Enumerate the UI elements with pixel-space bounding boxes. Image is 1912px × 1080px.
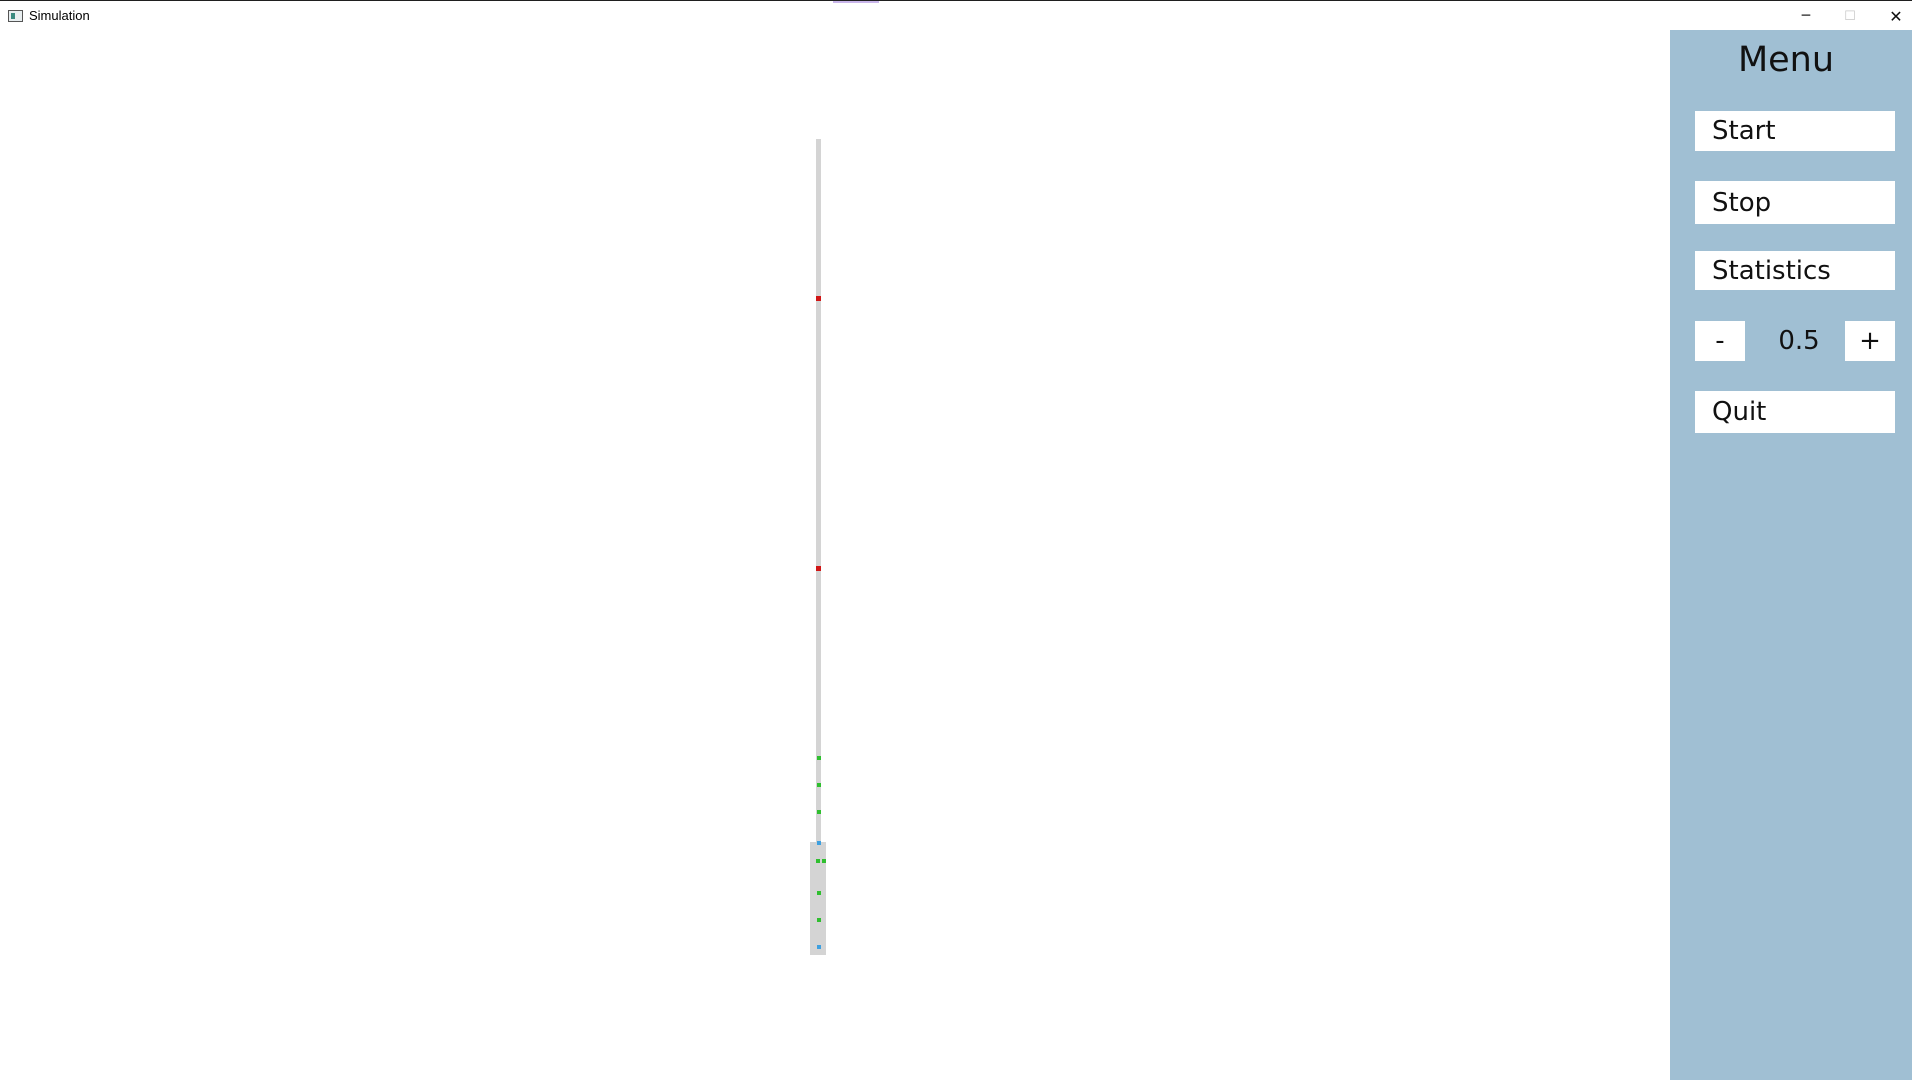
menu-title: Menu [1737,40,1835,80]
agent-green [817,810,821,814]
quit-button[interactable]: Quit [1695,391,1895,433]
decrease-speed-button[interactable]: - [1695,321,1745,361]
agent-blue [817,945,821,949]
simulation-track [816,139,821,842]
maximize-icon: ☐ [1844,8,1856,24]
agent-green [817,918,821,922]
increase-speed-button[interactable]: + [1845,321,1895,361]
title-bar: Simulation ─ ☐ ✕ [0,0,1912,30]
stop-button[interactable]: Stop [1695,181,1895,224]
speed-value: 0.5 [1778,326,1820,356]
agent-blue [817,841,821,845]
agent-green [816,859,820,863]
agent-red [816,296,821,301]
title-accent-line [833,1,879,3]
close-icon[interactable]: ✕ [1889,6,1903,26]
statistics-button[interactable]: Statistics [1695,251,1895,290]
start-button[interactable]: Start [1695,111,1895,151]
agent-red [816,566,821,571]
app-icon [8,10,23,22]
agent-green [817,756,821,760]
agent-green [817,891,821,895]
minimize-icon[interactable]: ─ [1801,8,1811,24]
agent-green [822,859,826,863]
simulation-canvas [0,30,1670,1080]
window-title: Simulation [29,8,90,23]
agent-green [817,783,821,787]
simulation-station [810,842,826,955]
